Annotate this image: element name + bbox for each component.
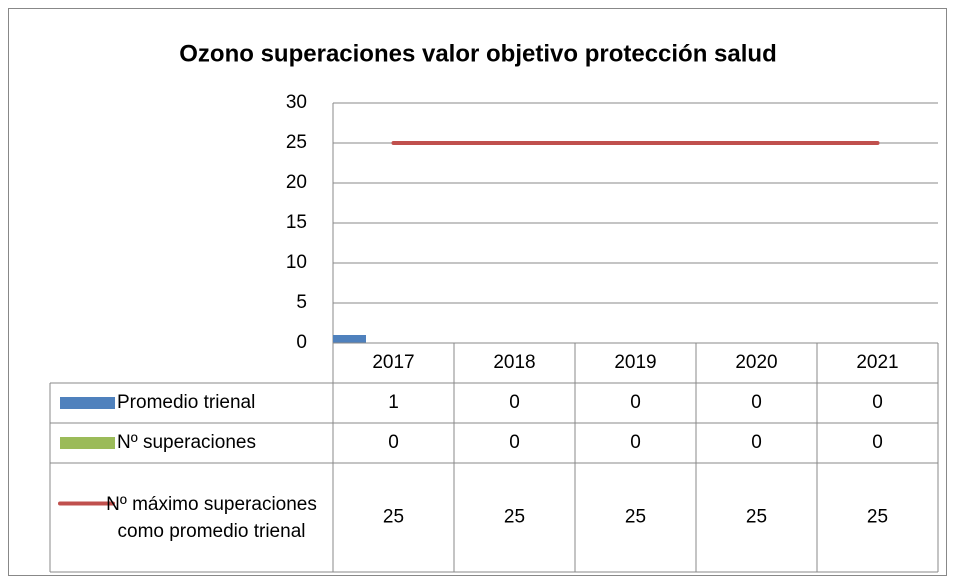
legend-label: Nº superaciones [117, 432, 256, 453]
y-tick-label: 10 [286, 252, 307, 273]
y-tick-label: 15 [286, 212, 307, 233]
legend-key [60, 397, 115, 409]
y-tick-label: 20 [286, 172, 307, 193]
y-tick-label: 0 [296, 332, 307, 353]
x-tick-label: 2021 [856, 352, 898, 373]
table-value: 0 [509, 432, 520, 453]
table-value: 0 [751, 432, 762, 453]
table-value: 1 [388, 392, 399, 413]
y-tick-label: 5 [296, 292, 307, 313]
legend-label-box: Nº máximo superaciones como promedio tri… [106, 493, 317, 542]
y-tick-label: 30 [286, 92, 307, 113]
table-value: 0 [872, 392, 883, 413]
table-value: 0 [872, 432, 883, 453]
table-value: 25 [504, 507, 525, 528]
x-tick-label: 2018 [493, 352, 535, 373]
bar [333, 335, 366, 343]
x-tick-label: 2017 [372, 352, 414, 373]
table-value: 0 [388, 432, 399, 453]
y-tick-label: 25 [286, 132, 307, 153]
legend-label: Nº máximo superaciones como promedio tri… [106, 493, 317, 542]
table-value: 25 [383, 507, 404, 528]
chart-title: Ozono superaciones valor objetivo protec… [179, 40, 776, 67]
table-value: 25 [746, 507, 767, 528]
table-value: 0 [509, 392, 520, 413]
legend-label: Promedio trienal [117, 392, 255, 413]
table-value: 0 [630, 432, 641, 453]
x-tick-label: 2019 [614, 352, 656, 373]
table-value: 0 [751, 392, 762, 413]
table-value: 25 [625, 507, 646, 528]
table-value: 0 [630, 392, 641, 413]
table-value: 25 [867, 507, 888, 528]
x-tick-label: 2020 [735, 352, 777, 373]
legend-key [60, 437, 115, 449]
